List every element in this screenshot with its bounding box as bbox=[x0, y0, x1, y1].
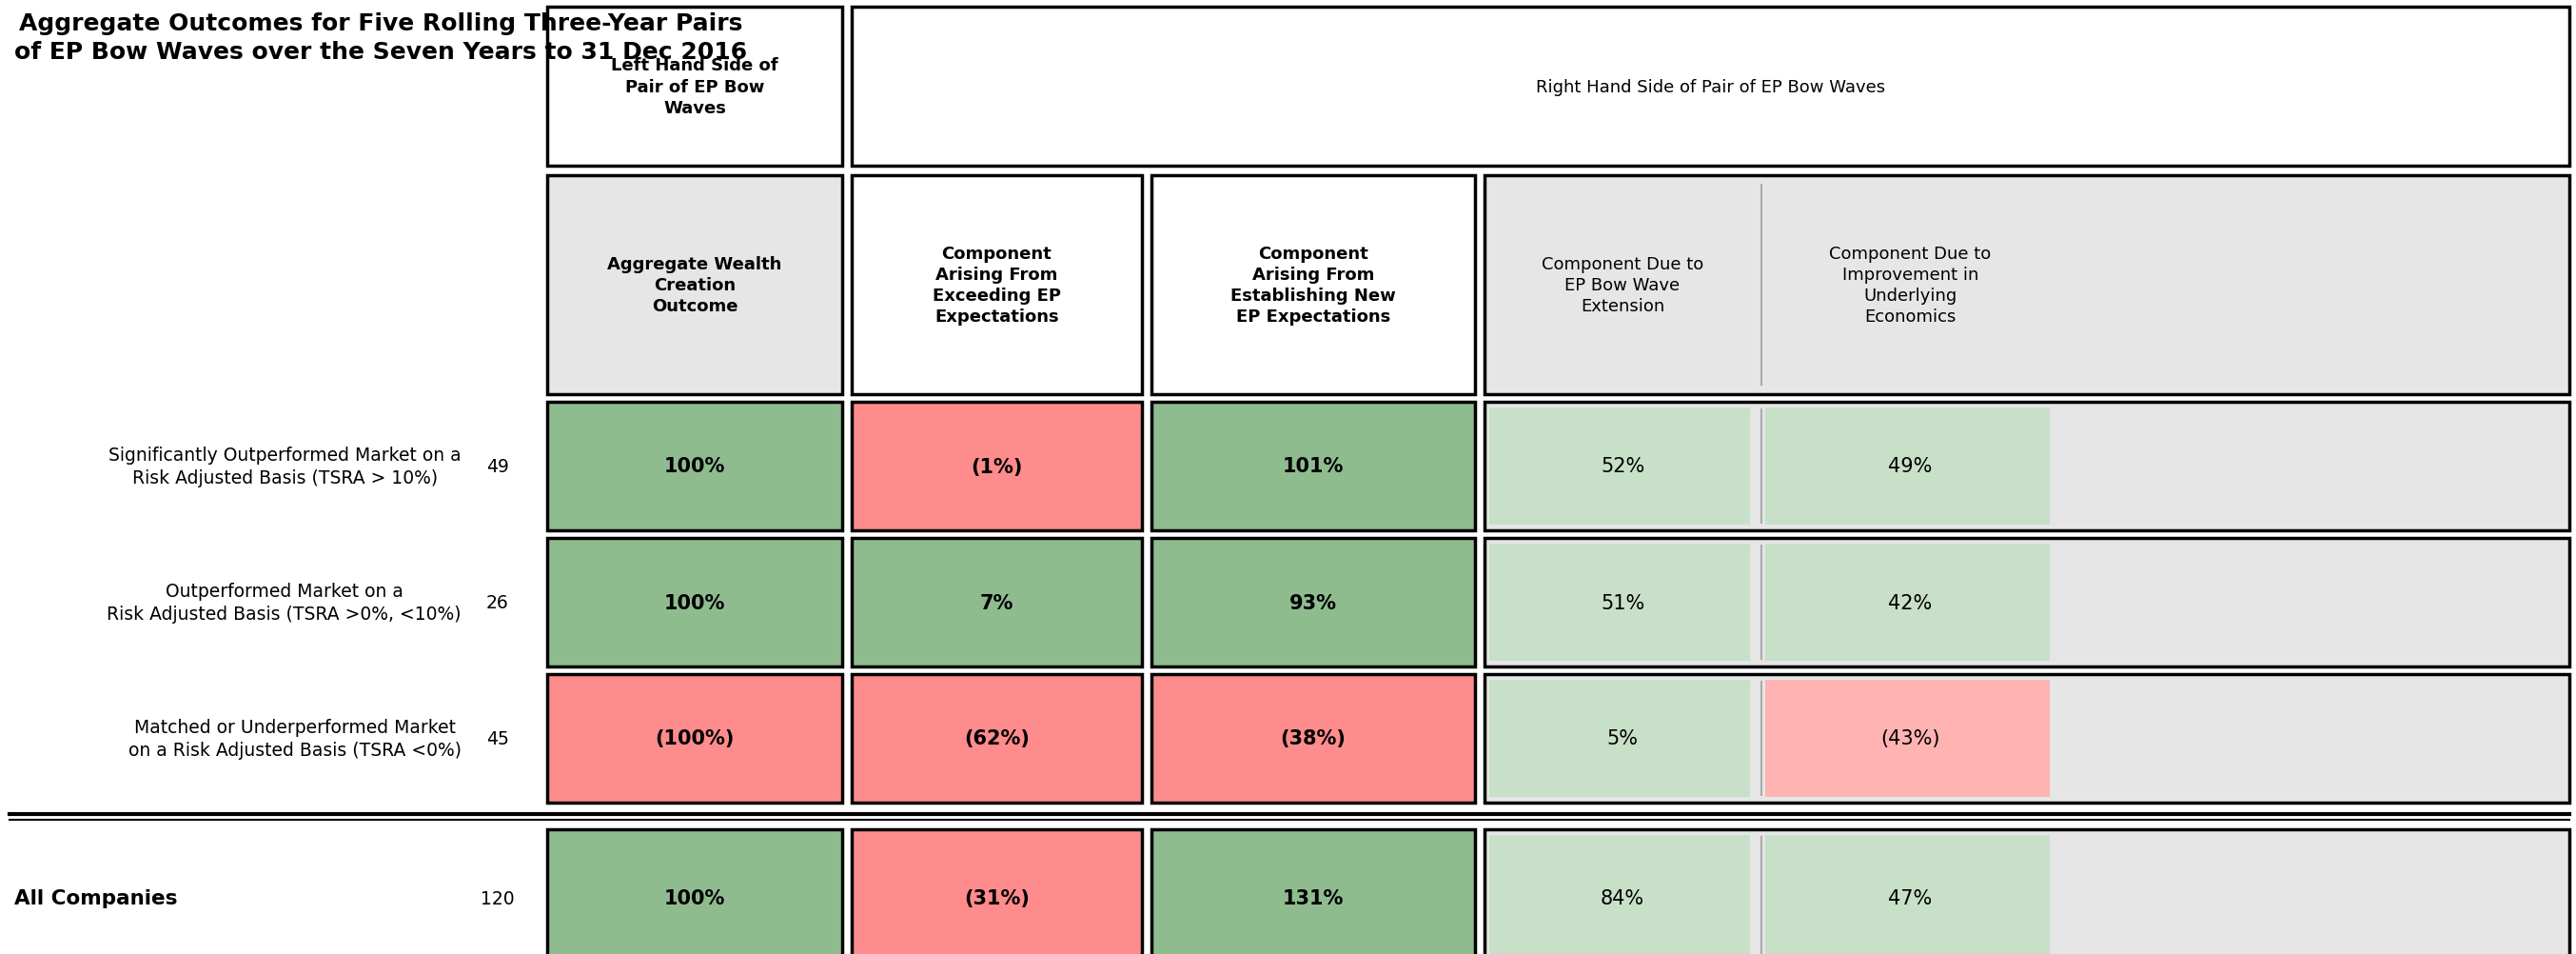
Bar bbox=[853, 674, 1141, 802]
Bar bbox=[853, 829, 1141, 954]
Text: 49: 49 bbox=[487, 458, 507, 476]
Bar bbox=[1765, 408, 2050, 525]
Text: 101%: 101% bbox=[1283, 457, 1345, 476]
Text: Right Hand Side of Pair of EP Bow Waves: Right Hand Side of Pair of EP Bow Waves bbox=[1535, 78, 1886, 95]
Text: Component Due to
EP Bow Wave
Extension: Component Due to EP Bow Wave Extension bbox=[1540, 256, 1703, 315]
Text: 45: 45 bbox=[487, 730, 507, 748]
Bar bbox=[1484, 403, 2568, 530]
Text: Aggregate Outcomes for Five Rolling Three-Year Pairs
of EP Bow Waves over the Se: Aggregate Outcomes for Five Rolling Thre… bbox=[15, 12, 747, 64]
Bar bbox=[1484, 176, 2568, 395]
Text: Left Hand Side of
Pair of EP Bow
Waves: Left Hand Side of Pair of EP Bow Waves bbox=[611, 57, 778, 116]
Bar bbox=[546, 176, 842, 395]
Bar bbox=[1489, 835, 1749, 954]
Text: 47%: 47% bbox=[1888, 889, 1932, 908]
Bar bbox=[1484, 538, 2568, 667]
Text: 5%: 5% bbox=[1607, 729, 1638, 748]
Bar bbox=[853, 403, 1141, 530]
Text: 42%: 42% bbox=[1888, 593, 1932, 612]
Text: 52%: 52% bbox=[1600, 457, 1643, 476]
Text: (38%): (38%) bbox=[1280, 729, 1347, 748]
Text: 131%: 131% bbox=[1283, 889, 1345, 908]
Text: 93%: 93% bbox=[1291, 593, 1337, 612]
Text: Component
Arising From
Exceeding EP
Expectations: Component Arising From Exceeding EP Expe… bbox=[933, 245, 1061, 325]
Text: (43%): (43%) bbox=[1880, 729, 1940, 748]
Text: 120: 120 bbox=[479, 889, 515, 907]
Text: (100%): (100%) bbox=[654, 729, 734, 748]
Bar bbox=[853, 8, 2568, 166]
Text: 100%: 100% bbox=[665, 889, 726, 908]
Bar bbox=[1484, 829, 2568, 954]
Text: 100%: 100% bbox=[665, 457, 726, 476]
Bar bbox=[1489, 408, 1749, 525]
Bar bbox=[546, 8, 842, 166]
Bar bbox=[1765, 835, 2050, 954]
Text: 49%: 49% bbox=[1888, 457, 1932, 476]
Bar bbox=[1765, 544, 2050, 661]
Text: 84%: 84% bbox=[1600, 889, 1643, 908]
Text: Aggregate Wealth
Creation
Outcome: Aggregate Wealth Creation Outcome bbox=[608, 256, 783, 315]
Bar bbox=[1151, 403, 1476, 530]
Bar bbox=[1489, 680, 1749, 797]
Text: (1%): (1%) bbox=[971, 457, 1023, 476]
Text: Component Due to
Improvement in
Underlying
Economics: Component Due to Improvement in Underlyi… bbox=[1829, 245, 1991, 325]
Bar bbox=[1765, 680, 2050, 797]
Text: Matched or Underperformed Market
on a Risk Adjusted Basis (TSRA <0%): Matched or Underperformed Market on a Ri… bbox=[129, 718, 461, 758]
Bar bbox=[1151, 538, 1476, 667]
Bar bbox=[853, 176, 1141, 395]
Bar bbox=[546, 403, 842, 530]
Bar bbox=[853, 538, 1141, 667]
Text: (62%): (62%) bbox=[963, 729, 1030, 748]
Text: Component
Arising From
Establishing New
EP Expectations: Component Arising From Establishing New … bbox=[1231, 245, 1396, 325]
Bar bbox=[1151, 176, 1476, 395]
Text: Outperformed Market on a
Risk Adjusted Basis (TSRA >0%, <10%): Outperformed Market on a Risk Adjusted B… bbox=[108, 582, 461, 623]
Text: 7%: 7% bbox=[979, 593, 1012, 612]
Text: 100%: 100% bbox=[665, 593, 726, 612]
Text: 26: 26 bbox=[487, 593, 507, 612]
Text: (31%): (31%) bbox=[963, 889, 1030, 908]
Bar bbox=[1151, 674, 1476, 802]
Bar bbox=[546, 829, 842, 954]
Text: 51%: 51% bbox=[1600, 593, 1643, 612]
Bar bbox=[1484, 674, 2568, 802]
Text: Significantly Outperformed Market on a
Risk Adjusted Basis (TSRA > 10%): Significantly Outperformed Market on a R… bbox=[108, 446, 461, 487]
Bar bbox=[1151, 829, 1476, 954]
Bar bbox=[546, 538, 842, 667]
Text: All Companies: All Companies bbox=[15, 889, 178, 908]
Bar bbox=[1489, 544, 1749, 661]
Bar bbox=[546, 674, 842, 802]
